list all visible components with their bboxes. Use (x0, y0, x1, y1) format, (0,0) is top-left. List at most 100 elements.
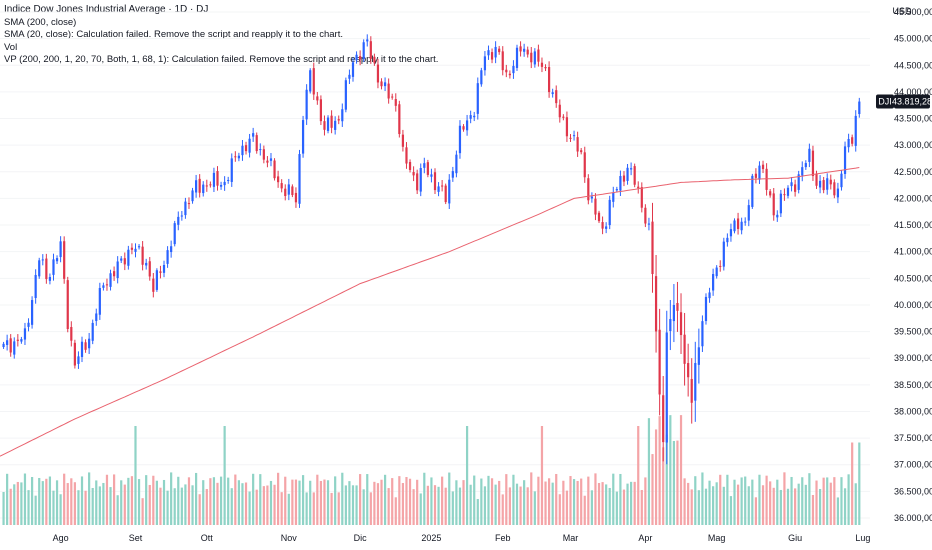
volume-bar (123, 484, 126, 525)
currency-button[interactable]: USD (892, 6, 912, 16)
candle-body (858, 101, 861, 115)
price-tick-label: 44.000,00 (894, 87, 932, 97)
candle-body (2, 343, 5, 348)
candle-body (41, 259, 44, 261)
volume-bar (341, 472, 344, 525)
volume-bar (412, 489, 415, 525)
candle-body (180, 215, 183, 217)
legend-sma20-error[interactable]: SMA (20, close): Calculation failed. Rem… (4, 29, 343, 40)
volume-bar (483, 486, 487, 525)
candle-body (34, 274, 37, 299)
volume-bar (309, 480, 312, 525)
legend-volume[interactable]: Vol (4, 41, 18, 53)
time-axis[interactable]: Ago Set Ott Nov Dic 2025 Feb Mar Apr Mag Giu Lug (53, 533, 871, 543)
candle-body (73, 342, 76, 366)
volume-bar (665, 434, 668, 525)
legend-volume-profile-error[interactable]: VP (200, 200, 1, 20, 70, Both, 1, 68, 1)… (4, 54, 439, 65)
price-axis[interactable]: 45.500,00 45.000,00 44.500,00 44.000,00 43.5… (894, 7, 932, 523)
volume-bar (843, 488, 847, 525)
candle-body (594, 198, 597, 215)
volume-bar (672, 440, 675, 525)
candle-body (405, 147, 408, 164)
price-tick-label: 45.000,00 (894, 34, 932, 44)
volume-bar (476, 499, 479, 525)
volume-bar (112, 474, 116, 525)
candle-body (430, 174, 433, 177)
volume-bar (601, 482, 604, 525)
volume-bar (88, 472, 91, 525)
candle-body (537, 49, 540, 62)
volume-bar (794, 488, 797, 525)
candle-body (612, 192, 615, 202)
price-tick-label: 43.000,00 (894, 140, 932, 150)
volume-bar (583, 495, 586, 525)
candle-body (219, 184, 223, 187)
candle-body (808, 148, 811, 162)
volume-bar (712, 486, 715, 525)
volume-bar (70, 478, 73, 525)
candle-body (523, 48, 526, 52)
volume-bar (137, 479, 141, 525)
candle-body (533, 51, 536, 65)
candle-body (141, 246, 144, 265)
candle-body (644, 207, 647, 224)
candle-body (465, 120, 469, 131)
candle-body (840, 173, 843, 188)
volume-bar (669, 415, 672, 525)
candle-body (212, 172, 216, 187)
candle-body (330, 115, 333, 128)
volume-bar (27, 490, 30, 525)
volume-bar (615, 491, 618, 525)
volume-bar (469, 484, 472, 525)
volume-bar (512, 474, 515, 525)
volume-bar (34, 495, 37, 525)
volume-bar (230, 488, 233, 525)
candle-body (751, 175, 754, 207)
candle-body (373, 56, 376, 63)
volume-bar (205, 489, 208, 525)
volume-bar (234, 474, 237, 525)
candle-body (651, 221, 654, 275)
volume-bar (41, 481, 44, 525)
volume-bar (715, 482, 718, 525)
candle-body (469, 115, 472, 119)
candle-body (66, 280, 69, 329)
candle-body (679, 312, 683, 336)
volume-bar (95, 480, 98, 525)
candle-body (843, 146, 847, 174)
volume-bar (444, 487, 447, 525)
volume-bar (405, 477, 408, 525)
candle-body (630, 168, 633, 170)
candle-body (458, 125, 462, 154)
volume-bar (818, 488, 822, 525)
candle-body (187, 203, 191, 205)
candle-body (48, 277, 52, 281)
price-tick-label: 38.000,00 (894, 406, 932, 416)
volume-bar (141, 498, 144, 525)
volume-bar (437, 486, 440, 525)
volume-bar (23, 473, 27, 525)
candle-body (740, 221, 743, 231)
candle-body (159, 271, 162, 273)
volume-bar (284, 476, 287, 525)
volume-bar (786, 488, 790, 525)
time-tick-label: Apr (638, 533, 652, 543)
sma200-line (0, 167, 860, 457)
volume-bar (729, 496, 733, 525)
chart-title: Indice Dow Jones Industrial Average · 1D… (4, 4, 209, 15)
time-tick-label: Giu (788, 533, 802, 543)
legend-sma200[interactable]: SMA (200, close) (4, 16, 77, 28)
candle-body (462, 126, 465, 130)
candle-body (123, 258, 126, 265)
candle-body (744, 221, 747, 223)
candle-body (45, 258, 48, 280)
candle-body (16, 339, 19, 341)
symbol-tag: DJI (878, 97, 892, 107)
candle-body (202, 184, 205, 194)
volume-bar (184, 484, 187, 525)
volume-bar (465, 426, 469, 525)
candle-body (184, 201, 187, 216)
candle-body (277, 176, 280, 183)
candle-body (13, 341, 16, 355)
